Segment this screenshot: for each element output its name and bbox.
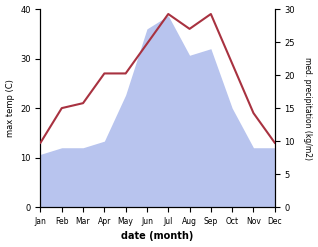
X-axis label: date (month): date (month) [121,231,194,242]
Y-axis label: med. precipitation (kg/m2): med. precipitation (kg/m2) [303,57,313,160]
Y-axis label: max temp (C): max temp (C) [5,79,15,137]
